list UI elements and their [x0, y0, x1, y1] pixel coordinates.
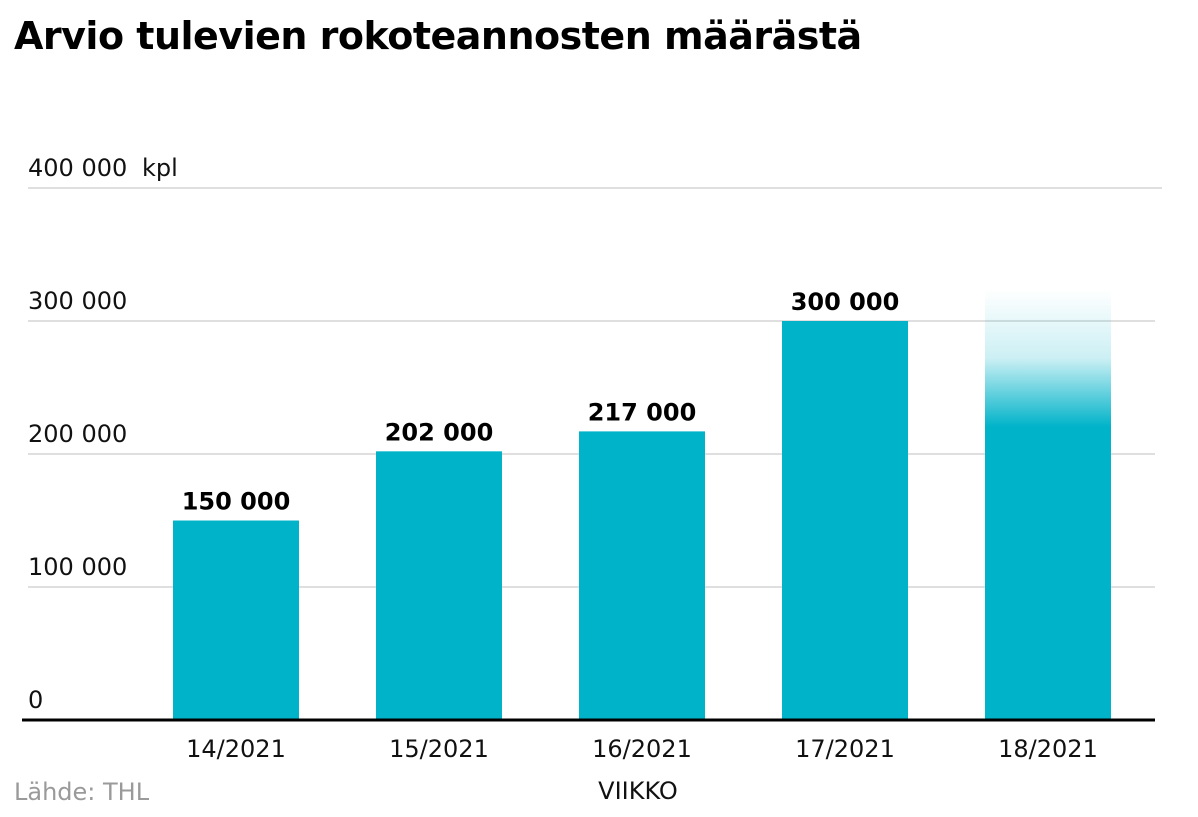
bar — [782, 321, 908, 720]
bar-value-label: 217 000 — [588, 398, 697, 426]
x-tick-label: 18/2021 — [998, 735, 1098, 763]
y-unit-label: kpl — [142, 154, 178, 182]
bar — [376, 451, 502, 720]
y-tick-label: 200 000 — [28, 420, 127, 448]
labels: 0 100 000 200 000 300 000 400 000 kpl 150 000 1… — [28, 154, 1098, 763]
bar — [985, 289, 1111, 720]
x-tick-label: 16/2021 — [592, 735, 692, 763]
source-note: Lähde: THL — [14, 778, 150, 806]
bar-value-label: 202 000 — [385, 418, 494, 446]
y-tick-label: 0 — [28, 686, 43, 714]
bar-value-label: 300 000 — [791, 288, 900, 316]
bar — [173, 520, 299, 720]
x-tick-label: 15/2021 — [389, 735, 489, 763]
x-tick-label: 17/2021 — [795, 735, 895, 763]
x-tick-label: 14/2021 — [186, 735, 286, 763]
bar — [579, 431, 705, 720]
bars — [173, 289, 1111, 720]
x-axis-title: VIIKKO — [598, 777, 678, 805]
y-tick-label: 100 000 — [28, 553, 127, 581]
y-tick-label: 400 000 — [28, 154, 127, 182]
y-tick-label: 300 000 — [28, 287, 127, 315]
chart-title: Arvio tulevien rokoteannosten määrästä — [14, 14, 862, 58]
bar-value-label: 150 000 — [182, 488, 291, 516]
